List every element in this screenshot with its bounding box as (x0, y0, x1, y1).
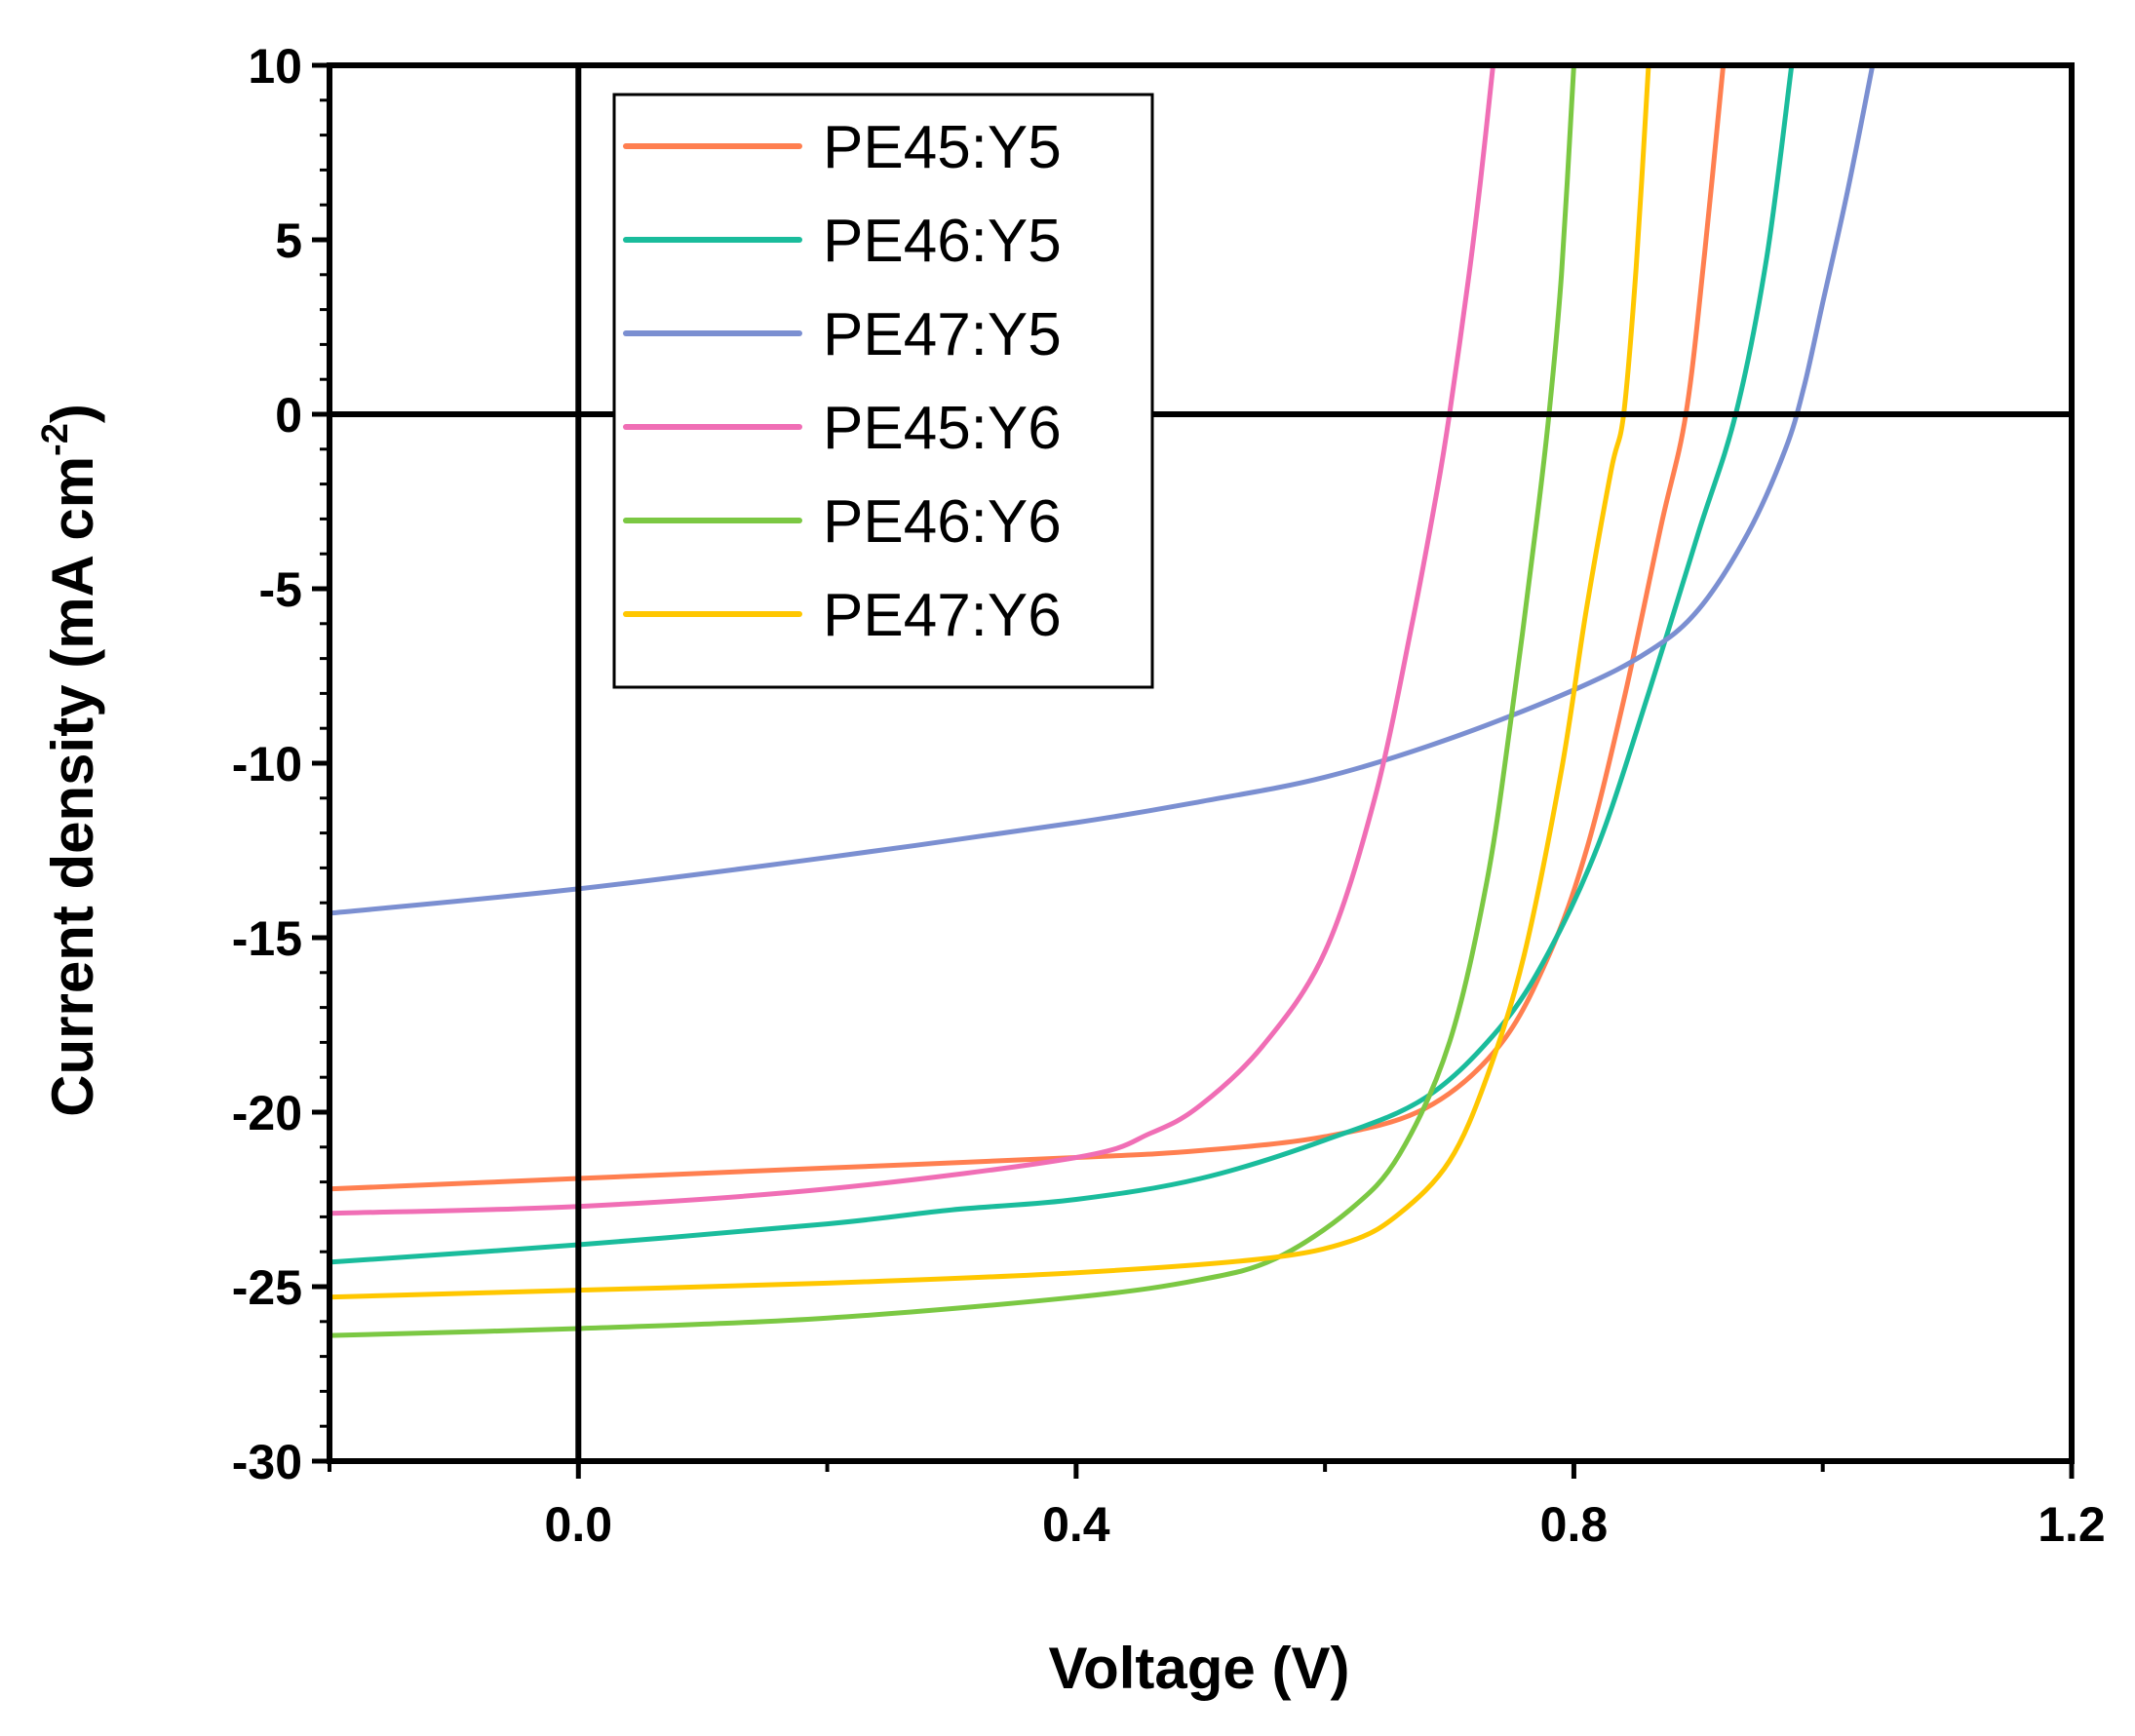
axis-tick-labels: 0.0 0.4 0.8 1.2 10 5 0 -5 -10 -15 -20 -25 -30 (232, 39, 2106, 1552)
series-layer (327, 62, 1876, 1338)
y-tick-label: 0 (275, 388, 302, 443)
y-tick-label: -10 (232, 737, 302, 791)
series-line-pe47-y5 (327, 62, 1876, 916)
series-line-pe46-y5 (327, 62, 1795, 1265)
x-tick-label: 0.8 (1540, 1497, 1609, 1552)
legend-box (612, 93, 1154, 689)
y-tick-label: -20 (232, 1086, 302, 1140)
legend-items: PE45:Y5 PE46:Y5 PE47:Y5 PE45:Y6 PE46:Y6 PE47:… (623, 114, 1062, 649)
y-tick-label: -30 (232, 1435, 302, 1489)
legend-label-pe47-y6: PE47:Y6 (823, 582, 1062, 649)
legend-label-pe46-y5: PE46:Y5 (823, 208, 1062, 275)
x-axis-title: Voltage (V) (1049, 1636, 1350, 1701)
series-line-pe45-y6 (327, 62, 1495, 1216)
y-axis-title-superscript: -2 (35, 423, 76, 456)
x-tick-label: 0.4 (1042, 1497, 1110, 1552)
y-tick-label: -25 (232, 1260, 302, 1315)
plot-frame (327, 62, 2075, 1464)
x-tick-label: 0.0 (545, 1497, 613, 1552)
y-axis-title: Current density (mA cm-2) (35, 404, 105, 1117)
y-tick-label: -5 (259, 562, 302, 617)
legend-label-pe45-y5: PE45:Y5 (823, 114, 1062, 181)
y-axis-title-main: Current density (mA cm (40, 456, 105, 1117)
legend-label-pe46-y6: PE46:Y6 (823, 488, 1062, 556)
series-line-pe47-y6 (327, 62, 1651, 1300)
y-axis-title-close: ) (40, 404, 105, 423)
x-tick-label: 1.2 (2038, 1497, 2106, 1552)
y-tick-label: 5 (275, 213, 302, 268)
series-line-pe45-y5 (327, 62, 1727, 1192)
y-tick-label: -15 (232, 911, 302, 966)
legend-label-pe47-y5: PE47:Y5 (823, 301, 1062, 368)
legend-label-pe45-y6: PE45:Y6 (823, 395, 1062, 462)
series-line-pe46-y6 (327, 62, 1576, 1338)
y-tick-label: 10 (248, 39, 302, 94)
legend: PE45:Y5 PE46:Y5 PE47:Y5 PE45:Y6 PE46:Y6 PE47:… (612, 93, 1154, 689)
